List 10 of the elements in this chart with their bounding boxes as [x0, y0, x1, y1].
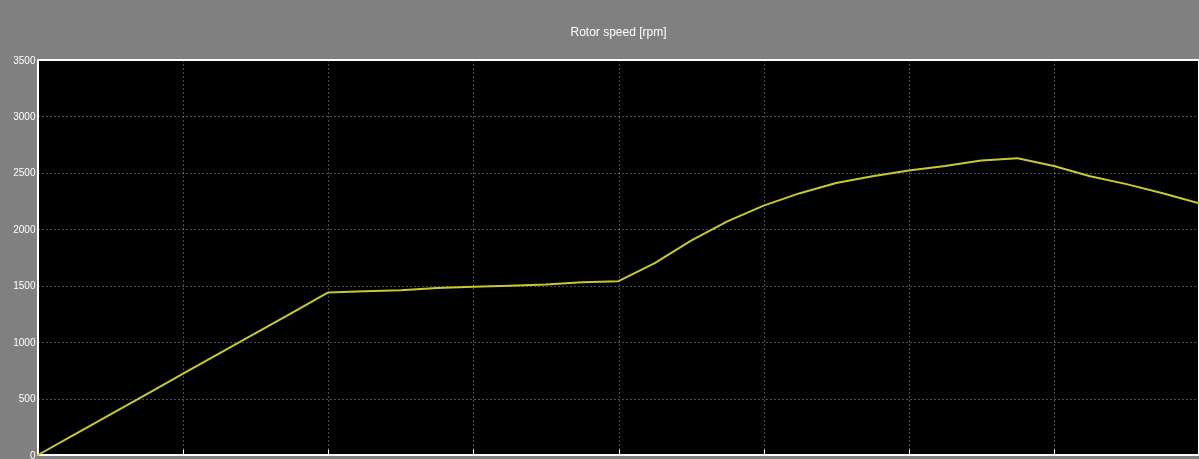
y-tick-label: 500	[18, 393, 36, 405]
y-tick-label: 1000	[13, 336, 36, 348]
y-tick-label: 3000	[13, 110, 36, 122]
chart-title: Rotor speed [rpm]	[570, 25, 667, 39]
y-tick-label: 0	[29, 449, 36, 459]
y-tick-label: 2000	[13, 223, 36, 235]
line-series	[37, 157, 1199, 456]
y-tick-label: 3500	[13, 54, 36, 66]
y-tick-label: 1500	[13, 280, 36, 292]
y-tick-label: 2500	[13, 167, 36, 179]
